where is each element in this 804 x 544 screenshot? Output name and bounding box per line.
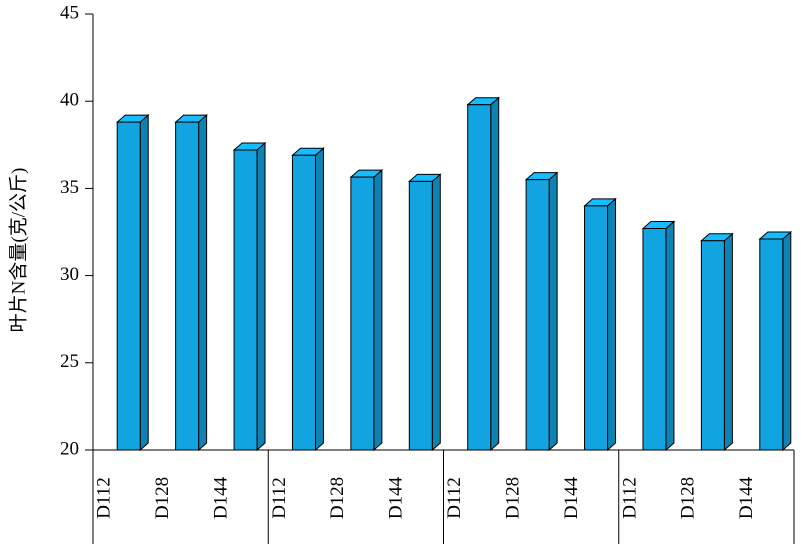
bar	[349, 168, 384, 452]
x-tick-label: D128	[327, 477, 348, 519]
x-tick-label: D112	[94, 477, 115, 519]
y-axis-label: 叶片N含量(克/公斤)	[7, 168, 29, 333]
bar	[700, 232, 734, 452]
x-tick-label: D128	[678, 477, 699, 519]
bar	[174, 114, 208, 452]
y-tick-label: 30	[60, 264, 79, 285]
x-tick-label: D112	[444, 477, 465, 519]
y-tick-label: 25	[60, 351, 79, 372]
x-tick-label: D144	[736, 476, 757, 519]
bar-front	[408, 180, 433, 451]
bar-front	[584, 205, 609, 451]
bar-side	[490, 96, 500, 452]
bar-front	[467, 104, 492, 451]
bar-front	[700, 240, 725, 451]
x-tick-label: D112	[269, 477, 290, 519]
bar-side	[548, 171, 558, 452]
y-tick-label: 20	[60, 438, 79, 459]
y-tick-label: 35	[60, 177, 79, 198]
bar-side	[256, 141, 266, 452]
bar-front	[525, 179, 550, 451]
bar-front	[175, 121, 200, 451]
bar-side	[373, 168, 383, 452]
x-tick-label: D144	[561, 476, 582, 519]
bar-front	[642, 228, 667, 451]
bar	[758, 230, 793, 452]
bar-side	[198, 114, 208, 452]
bar-front	[291, 154, 316, 451]
bar-side	[665, 220, 675, 452]
bar-side	[431, 173, 441, 452]
bar	[407, 173, 442, 452]
bar	[641, 220, 676, 452]
x-tick-label: D112	[619, 477, 640, 519]
bar-front	[116, 121, 141, 451]
bar-side	[314, 147, 324, 452]
y-tick-label: 40	[60, 90, 79, 111]
bar-front	[759, 238, 784, 451]
bar-side	[607, 197, 617, 452]
x-tick-label: D128	[152, 477, 173, 519]
bar	[583, 197, 617, 452]
bar-side	[782, 230, 792, 452]
x-tick-label: D144	[386, 476, 407, 519]
bar-front	[233, 149, 258, 451]
bar	[232, 141, 267, 452]
x-tick-label: D144	[210, 476, 231, 519]
bar	[466, 96, 501, 452]
bar-front	[350, 176, 375, 451]
bar	[291, 147, 325, 452]
x-tick-label: D128	[502, 477, 523, 519]
bar	[524, 171, 559, 452]
bar-side	[139, 114, 149, 452]
y-tick-label: 45	[60, 2, 79, 23]
bar-side	[723, 232, 733, 452]
bar	[115, 114, 150, 452]
